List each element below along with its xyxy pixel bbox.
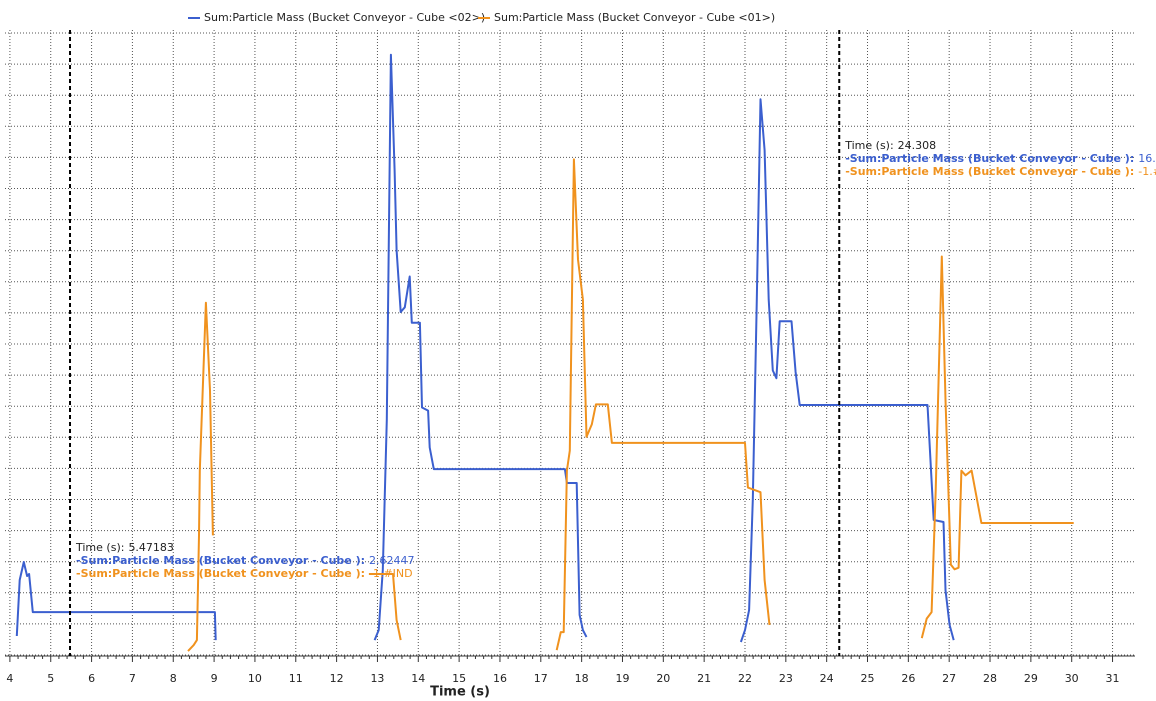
x-tick-label: 5	[47, 672, 54, 685]
x-tick-label: 23	[779, 672, 793, 685]
cursor-row-label: -Sum:Particle Mass (Bucket Conveyor - Cu…	[76, 554, 365, 567]
x-tick-label: 9	[211, 672, 218, 685]
x-tick-label: 10	[248, 672, 262, 685]
x-tick-label: 30	[1065, 672, 1079, 685]
x-axis-label: Time (s)	[430, 685, 490, 700]
x-tick-label: 28	[983, 672, 997, 685]
x-tick-label: 20	[656, 672, 670, 685]
x-tick-label: 15	[452, 672, 466, 685]
x-tick-label: 25	[861, 672, 875, 685]
cursor-row-value: -1.#IND	[1138, 165, 1156, 178]
cursor-time-value: 24.308	[898, 139, 937, 152]
x-tick-label: 17	[534, 672, 548, 685]
cursor-row: -Sum:Particle Mass (Bucket Conveyor - Cu…	[845, 152, 1156, 165]
cursor-row: -Sum:Particle Mass (Bucket Conveyor - Cu…	[76, 567, 413, 580]
plot	[15, 53, 1074, 652]
x-tick-label: 6	[88, 672, 95, 685]
x-tick-label: 19	[615, 672, 629, 685]
x-tick-label: 27	[942, 672, 956, 685]
legend-label: Sum:Particle Mass (Bucket Conveyor - Cub…	[494, 11, 775, 24]
x-tick-label: 12	[330, 672, 344, 685]
series-line	[15, 53, 955, 643]
cursor-time-label: Time (s):	[75, 541, 124, 554]
x-tick-label: 18	[575, 672, 589, 685]
x-tick-label: 16	[493, 672, 507, 685]
x-tick-label: 26	[901, 672, 915, 685]
x-tick-label: 21	[697, 672, 711, 685]
x-tick-label: 24	[820, 672, 834, 685]
cursor-row: -Sum:Particle Mass (Bucket Conveyor - Cu…	[76, 554, 415, 567]
cursor-time-label: Time (s):	[844, 139, 893, 152]
cursor-row-label: -Sum:Particle Mass (Bucket Conveyor - Cu…	[845, 165, 1134, 178]
cursor-row-label: -Sum:Particle Mass (Bucket Conveyor - Cu…	[845, 152, 1134, 165]
cursor-time-value: 5.47183	[128, 541, 174, 554]
cursor-time: Time (s): 5.47183	[75, 541, 174, 554]
x-tick-label: 11	[289, 672, 303, 685]
x-tick-label: 31	[1106, 672, 1120, 685]
cursor-row-value: -1.#IND	[369, 567, 413, 580]
x-tick-label: 29	[1024, 672, 1038, 685]
cursor-row-label: -Sum:Particle Mass (Bucket Conveyor - Cu…	[76, 567, 365, 580]
x-tick-label: 8	[170, 672, 177, 685]
series-line	[187, 158, 1074, 652]
x-tick-label: 13	[370, 672, 384, 685]
legend-label: Sum:Particle Mass (Bucket Conveyor - Cub…	[204, 11, 485, 24]
cursor-row-value: 2.62447	[369, 554, 415, 567]
cursor-time: Time (s): 24.308	[844, 139, 936, 152]
cursor-row-value: 16.0629	[1138, 152, 1156, 165]
x-tick-label: 14	[411, 672, 425, 685]
x-tick-label: 4	[6, 672, 13, 685]
cursor-row: -Sum:Particle Mass (Bucket Conveyor - Cu…	[845, 165, 1156, 178]
x-tick-label: 22	[738, 672, 752, 685]
x-tick-label: 7	[129, 672, 136, 685]
